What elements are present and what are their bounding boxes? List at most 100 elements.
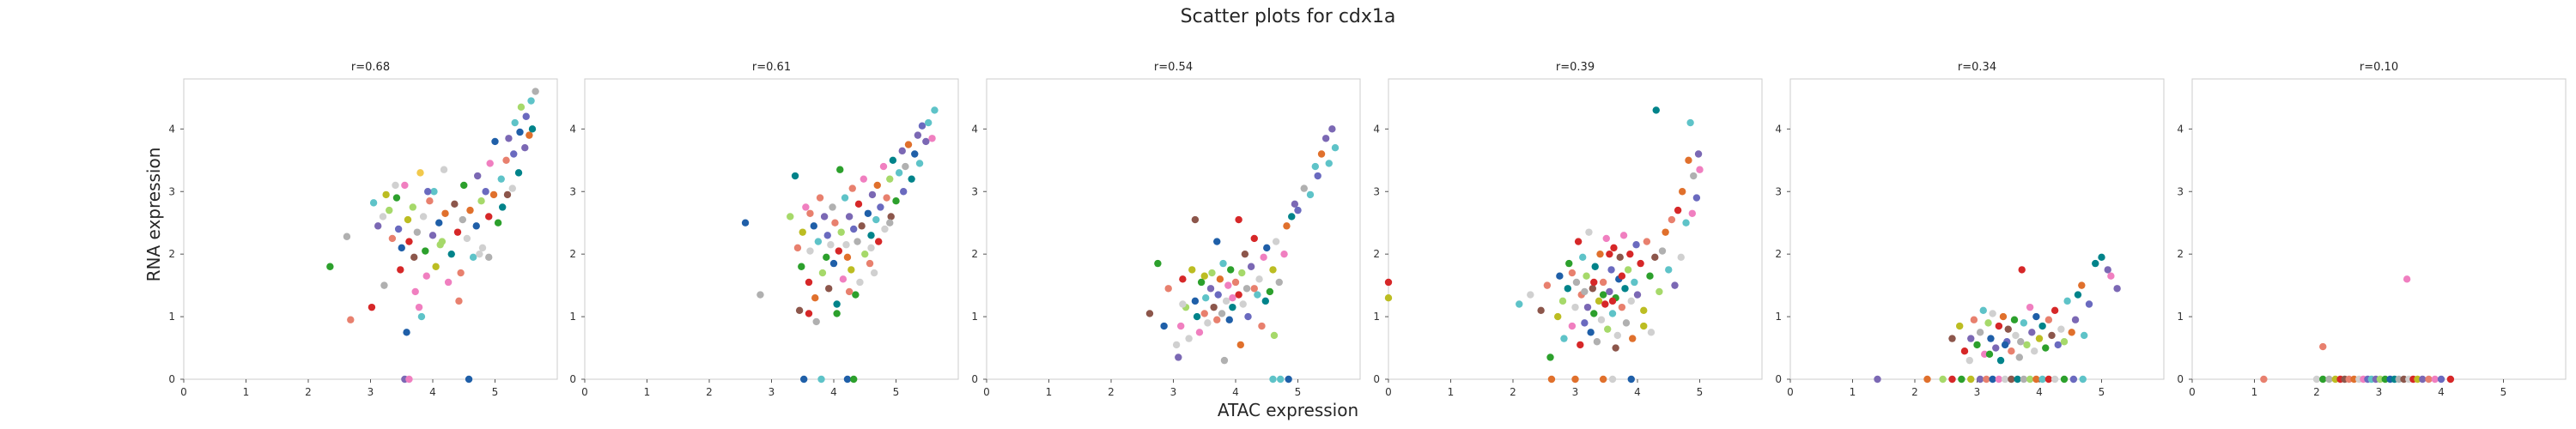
scatter-point <box>1571 303 1579 311</box>
scatter-point <box>516 128 524 136</box>
scatter-point <box>424 188 432 196</box>
scatter-point <box>2260 375 2268 384</box>
scatter-point <box>2419 375 2427 384</box>
scatter-point <box>1574 238 1583 245</box>
x-tick-label: 1 <box>1046 386 1053 398</box>
scatter-point <box>1999 312 2008 321</box>
scatter-point <box>422 247 429 255</box>
scatter-point <box>382 190 390 199</box>
scatter-point <box>1637 259 1644 268</box>
scatter-point <box>405 375 413 384</box>
y-tick-label: 0 <box>168 373 175 385</box>
scatter-point <box>2010 316 2019 323</box>
scatter-point <box>872 215 880 224</box>
scatter-point <box>2081 331 2088 340</box>
scatter-point <box>1610 244 1618 252</box>
scatter-point <box>2063 297 2071 305</box>
scatter-point <box>2381 375 2389 384</box>
x-tick-label: 1 <box>243 386 250 398</box>
panel-title: r=0.39 <box>1556 61 1595 74</box>
scatter-point <box>451 200 459 208</box>
scatter-point <box>380 281 388 289</box>
scatter-point <box>1229 294 1236 302</box>
scatter-point <box>1652 106 1660 114</box>
scatter-point <box>2031 347 2038 355</box>
y-tick-label: 4 <box>1775 123 1782 135</box>
scatter-point <box>1254 291 1261 299</box>
scatter-point <box>1179 300 1187 308</box>
scatter-point <box>1665 266 1673 274</box>
scatter-point <box>1204 319 1212 327</box>
scatter-point <box>1224 281 1232 289</box>
scatter-point <box>1294 206 1302 214</box>
scatter-point <box>918 122 927 130</box>
scatter-points <box>1145 125 1340 384</box>
scatter-point <box>843 253 852 262</box>
scatter-point <box>2400 375 2408 384</box>
scatter-point <box>416 169 424 177</box>
scatter-point <box>2004 325 2012 333</box>
x-tick-label: 5 <box>893 386 900 398</box>
scatter-points <box>326 88 539 384</box>
scatter-point <box>1200 310 1208 317</box>
scatter-point <box>1244 312 1252 321</box>
scatter-point <box>842 241 850 249</box>
y-tick-label: 2 <box>569 248 576 260</box>
scatter-point <box>1696 166 1704 173</box>
scatter-point <box>1599 278 1607 287</box>
x-tick-label: 4 <box>429 386 436 398</box>
scatter-point <box>829 203 836 211</box>
scatter-point <box>1981 350 1989 359</box>
scatter-point <box>2017 338 2025 346</box>
scatter-point <box>1996 356 2005 365</box>
scatter-point <box>2395 375 2403 384</box>
scatter-point <box>444 278 453 287</box>
scatter-point <box>2038 322 2046 330</box>
scatter-point <box>2008 375 2015 384</box>
scatter-point <box>453 228 462 236</box>
scatter-point <box>900 188 908 196</box>
scatter-point <box>791 172 799 180</box>
scatter-point <box>1612 344 1619 352</box>
scatter-point <box>870 269 878 277</box>
scatter-point <box>502 156 510 164</box>
scatter-point <box>1285 375 1292 384</box>
scatter-point <box>1640 322 1648 330</box>
scatter-point <box>845 287 854 296</box>
scatter-point <box>2074 291 2082 299</box>
scatter-point <box>1948 335 1956 342</box>
scatter-point <box>1686 118 1694 127</box>
scatter-point <box>511 118 519 127</box>
scatter-point <box>1269 375 1277 384</box>
scatter-point <box>793 244 802 252</box>
scatter-point <box>1227 266 1235 274</box>
plot-frame <box>1388 78 1763 380</box>
scatter-point <box>818 269 827 277</box>
scatter-point <box>835 247 842 255</box>
scatter-point <box>1989 375 1996 384</box>
scatter-point <box>522 112 530 120</box>
scatter-point <box>875 238 883 245</box>
scatter-point <box>2331 375 2339 384</box>
scatter-point <box>854 238 861 245</box>
scatter-point <box>1179 275 1187 283</box>
scatter-point <box>463 234 471 243</box>
scatter-point <box>2020 375 2028 384</box>
scatter-point <box>1608 375 1617 384</box>
y-tick-label: 3 <box>971 185 978 197</box>
scatter-point <box>2079 375 2087 384</box>
scatter-point <box>904 141 913 148</box>
scatter-point <box>1283 222 1291 230</box>
scatter-point <box>469 253 477 262</box>
scatter-point <box>2325 375 2333 384</box>
scatter-point <box>2026 303 2034 311</box>
scatter-point <box>2050 306 2059 314</box>
scatter-point <box>2345 375 2353 384</box>
scatter-point <box>2068 329 2075 336</box>
y-tick-label: 4 <box>569 123 576 135</box>
scatter-point <box>1306 190 1315 199</box>
scatter-point <box>1593 338 1601 346</box>
scatter-point <box>1191 297 1200 305</box>
scatter-point <box>806 247 814 255</box>
scatter-point <box>1220 356 1229 365</box>
